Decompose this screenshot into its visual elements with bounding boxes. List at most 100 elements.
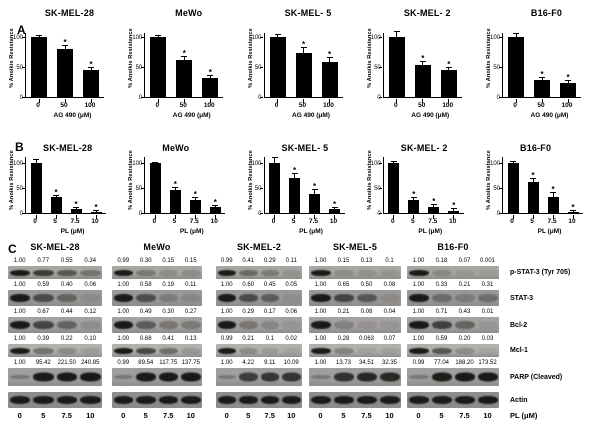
x-tick-label: 7.5 [428,218,438,225]
protein-band [9,375,30,379]
blot-strip [407,317,499,333]
error-bar [154,162,156,163]
blot-quant-value: 1.00 [13,360,26,366]
blot-quant-value: 0.77 [37,258,50,264]
blot-column-title: SK-MEL-2 [236,242,282,252]
error-bar [183,57,185,60]
blot-strip [216,392,302,408]
blot-quant-value: 0.39 [37,336,50,342]
blot-quant-value: 1.00 [117,336,130,342]
protein-band [260,396,279,404]
blot-quant-value: 1.00 [412,282,425,288]
error-bar [274,158,275,163]
blot-strip [112,344,202,357]
blot-quant-value: 1.00 [220,309,233,315]
blot-column-title: SK-MEL-28 [30,242,80,252]
y-tick-mark [379,97,383,98]
protein-band [33,294,54,302]
protein-band [9,269,30,276]
chart-plot-area: % Anoikis Resistance 0 50 100 * * [3,28,120,103]
x-tick-label: 0 [274,102,279,109]
blot-quant-row: 1.00 0.21 0.08 0.04 [309,308,401,317]
bar [567,211,579,213]
protein-band [136,269,156,276]
significance-asterisk: * [531,171,535,180]
error-bar [448,67,450,70]
bar [57,49,73,97]
protein-band [379,321,400,329]
blot-dose-ticks: 0 5 7.5 10 [8,410,102,423]
bar [289,178,300,213]
x-tick-mark [154,215,156,219]
x-tick-label: 7.5 [547,218,557,225]
x-tick-label: 10 [329,218,338,225]
blot-row-label: Bcl-2 [510,321,528,329]
blot-dose-tick: 5 [143,411,148,420]
protein-band [310,375,331,379]
y-axis-label: % Anoikis Resistance [247,28,254,88]
significance-asterisk: * [89,60,93,70]
panel-b-charts: SK-MEL-28% Anoikis Resistance 0 50 100 * * * 0 5… [0,140,600,235]
blot-dose-tick: 7.5 [264,411,275,420]
y-tick-mark [21,37,25,38]
significance-asterisk: * [301,39,306,49]
y-tick-mark [140,188,144,189]
x-tick-label: 50 [298,102,307,109]
significance-asterisk: * [452,201,456,210]
error-bar [413,197,415,200]
protein-band [408,375,429,379]
y-tick-label: 0 [496,95,500,101]
error-bar [433,205,435,207]
blot-quant-value: 0.31 [481,282,494,288]
protein-band [260,269,279,276]
protein-band [454,294,475,302]
significance-asterisk: * [94,202,98,212]
protein-band [158,294,178,302]
protein-band [80,347,101,354]
x-axis-label: AG 490 (μM) [530,112,569,119]
blot-quant-value: 0.11 [285,258,297,264]
panel-c-label: C [8,242,17,256]
blot-quant-value: 1.00 [314,258,327,264]
y-tick-label: 100 [489,35,500,41]
significance-asterisk: * [208,68,212,77]
x-tick-mark [64,99,66,103]
x-tick-label: 10 [210,218,218,225]
blot-quant-value: 4.22 [242,360,255,366]
chart-plot-area: % Anoikis Resistance 0 50 100 * * [361,28,478,103]
protein-band [282,396,301,404]
protein-band [239,321,258,329]
protein-band [379,269,400,276]
error-bar [38,35,40,37]
error-bar [194,198,196,200]
protein-band [282,372,301,382]
protein-band [431,294,452,302]
blot-strip [309,317,401,333]
protein-band [408,294,429,302]
bar-chart: MeWo% Anoikis Resistance 0 50 100 * * * 0 5 7.5 10… [122,140,239,235]
protein-band [9,321,30,329]
blot-quant-value: 0.15 [337,258,350,264]
blot-quant-value: 0.30 [139,258,152,264]
y-tick-label: 0 [496,211,500,217]
blot-quant-value: 0.22 [60,336,73,342]
error-bar-cap [390,160,397,162]
y-tick-label: 100 [12,35,23,41]
error-bar [393,161,395,163]
bar [440,70,457,97]
significance-asterisk: * [63,38,67,47]
protein-band [158,269,178,276]
protein-band [310,321,331,329]
chart-axes: * * * [263,157,345,219]
protein-band [113,375,133,379]
blot-quant-value: 173.52 [478,360,497,366]
protein-band [282,347,301,354]
blot-quant-value: 0.063 [358,336,374,342]
protein-band [408,321,429,329]
blot-quant-value: 0.30 [162,309,175,315]
protein-band [310,269,331,276]
blot-labels-num-spacer [503,335,595,344]
chart-title: MeWo [162,143,190,153]
x-tick-label: 100 [84,102,96,109]
chart-title: SK-MEL- 2 [400,143,448,153]
